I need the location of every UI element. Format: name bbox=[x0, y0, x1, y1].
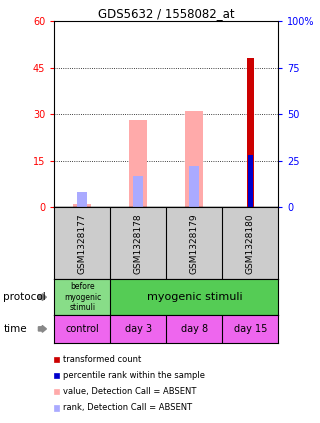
Text: transformed count: transformed count bbox=[63, 355, 142, 364]
Bar bbox=[129, 121, 148, 207]
Text: GSM1328178: GSM1328178 bbox=[134, 213, 143, 274]
Text: before
myogenic
stimuli: before myogenic stimuli bbox=[64, 282, 101, 312]
Bar bbox=[248, 155, 253, 207]
Text: control: control bbox=[66, 324, 99, 334]
Text: day 8: day 8 bbox=[181, 324, 208, 334]
Bar bbox=[186, 111, 204, 207]
Text: GSM1328180: GSM1328180 bbox=[246, 213, 255, 274]
Text: percentile rank within the sample: percentile rank within the sample bbox=[63, 371, 205, 380]
Bar bbox=[133, 176, 143, 207]
Text: value, Detection Call = ABSENT: value, Detection Call = ABSENT bbox=[63, 387, 197, 396]
Bar bbox=[74, 204, 92, 207]
Text: rank, Detection Call = ABSENT: rank, Detection Call = ABSENT bbox=[63, 403, 193, 412]
Bar bbox=[247, 58, 254, 207]
Text: GSM1328179: GSM1328179 bbox=[190, 213, 199, 274]
Text: day 15: day 15 bbox=[234, 324, 267, 334]
Text: time: time bbox=[3, 324, 27, 334]
Title: GDS5632 / 1558082_at: GDS5632 / 1558082_at bbox=[98, 7, 235, 20]
Bar bbox=[54, 279, 110, 315]
Bar bbox=[189, 166, 199, 207]
Text: myogenic stimuli: myogenic stimuli bbox=[147, 292, 242, 302]
Text: protocol: protocol bbox=[3, 292, 46, 302]
Text: GSM1328177: GSM1328177 bbox=[78, 213, 87, 274]
Bar bbox=[77, 192, 87, 207]
Bar bbox=[110, 279, 278, 315]
Text: day 3: day 3 bbox=[125, 324, 152, 334]
